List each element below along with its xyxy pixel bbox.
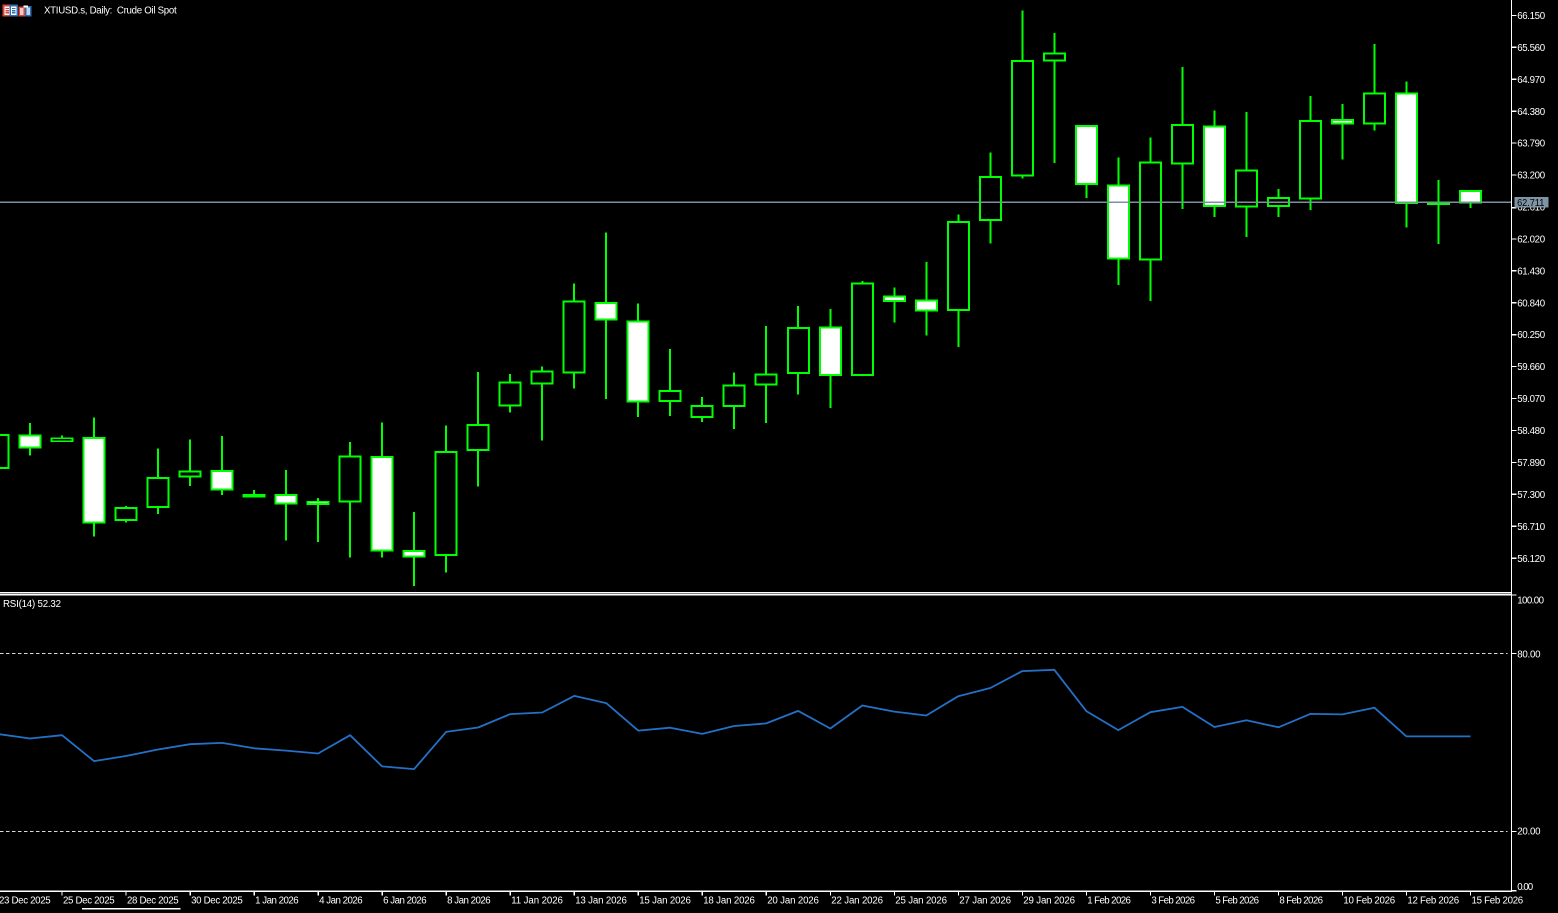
svg-text:57.300: 57.300 [1517, 490, 1546, 501]
svg-text:5 Feb 2026: 5 Feb 2026 [1215, 896, 1259, 907]
svg-text:56.710: 56.710 [1517, 522, 1546, 533]
svg-text:10 Feb 2026: 10 Feb 2026 [1343, 896, 1395, 907]
svg-text:23 Dec 2025: 23 Dec 2025 [0, 896, 51, 907]
svg-text:28 Dec 2025: 28 Dec 2025 [127, 896, 179, 907]
svg-text:1 Jan 2026: 1 Jan 2026 [255, 896, 299, 907]
svg-text:25 Jan 2026: 25 Jan 2026 [895, 896, 947, 907]
svg-text:22 Jan 2026: 22 Jan 2026 [831, 896, 883, 907]
svg-text:56.120: 56.120 [1517, 554, 1546, 565]
svg-text:0.00: 0.00 [1517, 882, 1534, 893]
svg-text:64.970: 64.970 [1517, 75, 1546, 86]
svg-text:15 Jan 2026: 15 Jan 2026 [639, 896, 691, 907]
svg-text:RSI(14) 52.32: RSI(14) 52.32 [3, 599, 61, 610]
svg-text:29 Jan 2026: 29 Jan 2026 [1023, 896, 1075, 907]
svg-text:60.250: 60.250 [1517, 330, 1546, 341]
svg-text:8 Feb 2026: 8 Feb 2026 [1279, 896, 1323, 907]
svg-text:63.790: 63.790 [1517, 139, 1546, 150]
svg-text:XTIUSD.s, Daily: Crude Oil Sp: XTIUSD.s, Daily: Crude Oil Spot [44, 6, 177, 17]
svg-text:18 Jan 2026: 18 Jan 2026 [703, 896, 755, 907]
svg-text:65.560: 65.560 [1517, 43, 1546, 54]
svg-text:1 Feb 2026: 1 Feb 2026 [1087, 896, 1131, 907]
svg-text:4 Jan 2026: 4 Jan 2026 [319, 896, 363, 907]
svg-text:3 Feb 2026: 3 Feb 2026 [1151, 896, 1195, 907]
svg-text:12 Feb 2026: 12 Feb 2026 [1407, 896, 1459, 907]
svg-text:11 Jan 2026: 11 Jan 2026 [511, 896, 563, 907]
svg-text:59.070: 59.070 [1517, 394, 1546, 405]
svg-text:25 Dec 2025: 25 Dec 2025 [63, 896, 115, 907]
svg-text:66.150: 66.150 [1517, 11, 1546, 22]
svg-text:15 Feb 2026: 15 Feb 2026 [1472, 896, 1524, 907]
svg-text:64.380: 64.380 [1517, 107, 1546, 118]
svg-text:8 Jan 2026: 8 Jan 2026 [447, 896, 491, 907]
svg-text:30 Dec 2025: 30 Dec 2025 [191, 896, 243, 907]
svg-text:100.00: 100.00 [1517, 595, 1544, 606]
svg-text:6 Jan 2026: 6 Jan 2026 [383, 896, 427, 907]
svg-text:80.00: 80.00 [1517, 650, 1541, 661]
svg-text:27 Jan 2026: 27 Jan 2026 [959, 896, 1011, 907]
svg-text:63.200: 63.200 [1517, 171, 1546, 182]
svg-text:20.00: 20.00 [1517, 826, 1541, 837]
svg-text:57.890: 57.890 [1517, 458, 1546, 469]
svg-text:59.660: 59.660 [1517, 362, 1546, 373]
svg-text:62.610: 62.610 [1517, 203, 1546, 214]
svg-text:13 Jan 2026: 13 Jan 2026 [575, 896, 627, 907]
svg-text:20 Jan 2026: 20 Jan 2026 [767, 896, 819, 907]
svg-text:61.430: 61.430 [1517, 266, 1546, 277]
svg-text:62.020: 62.020 [1517, 235, 1546, 246]
svg-text:60.840: 60.840 [1517, 298, 1546, 309]
svg-text:62.711: 62.711 [1517, 198, 1544, 209]
svg-text:58.480: 58.480 [1517, 426, 1546, 437]
